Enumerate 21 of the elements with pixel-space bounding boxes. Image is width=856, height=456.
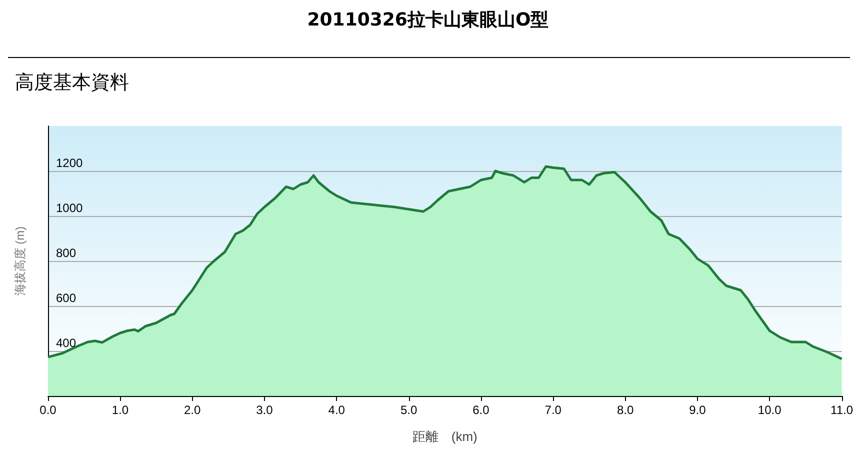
x-axis-title: 距離 (km) bbox=[412, 429, 478, 444]
x-tick-label: 0.0 bbox=[40, 403, 57, 417]
x-tick-label: 5.0 bbox=[400, 403, 418, 417]
x-tick-label: 10.0 bbox=[758, 403, 782, 417]
x-tick-label: 7.0 bbox=[544, 403, 562, 417]
y-tick-label: 400 bbox=[56, 336, 76, 350]
y-tick-label: 1000 bbox=[56, 201, 84, 215]
y-axis-title: 海拔高度 (m) bbox=[13, 226, 27, 296]
y-tick-label: 1200 bbox=[56, 156, 84, 170]
y-tick-label: 600 bbox=[56, 291, 76, 305]
x-tick-label: 4.0 bbox=[328, 403, 346, 417]
y-tick-label: 800 bbox=[56, 246, 76, 260]
chart-subtitle: 高度基本資料 bbox=[15, 72, 129, 94]
x-tick-label: 1.0 bbox=[112, 403, 129, 417]
x-tick-label: 11.0 bbox=[830, 403, 854, 417]
chart-title: 20110326拉卡山東眼山O型 bbox=[307, 10, 549, 30]
x-tick-label: 2.0 bbox=[184, 403, 201, 417]
x-tick-label: 3.0 bbox=[256, 403, 274, 417]
x-tick-label: 6.0 bbox=[472, 403, 490, 417]
x-tick-label: 9.0 bbox=[689, 403, 706, 417]
x-tick-label: 8.0 bbox=[616, 403, 634, 417]
